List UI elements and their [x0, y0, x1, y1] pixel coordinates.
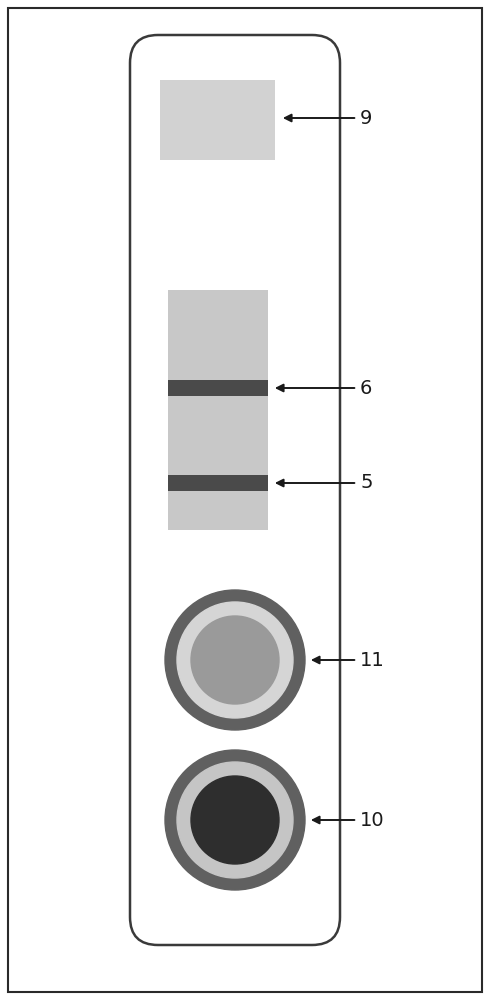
- Ellipse shape: [191, 776, 279, 864]
- Text: 11: 11: [313, 650, 385, 670]
- Bar: [160, 80, 275, 160]
- FancyBboxPatch shape: [130, 35, 340, 945]
- Ellipse shape: [165, 750, 305, 890]
- Text: 10: 10: [313, 810, 385, 830]
- Text: 9: 9: [285, 108, 372, 127]
- Ellipse shape: [191, 616, 279, 704]
- Bar: [168, 475, 268, 491]
- Text: 6: 6: [277, 378, 372, 397]
- Text: 5: 5: [277, 474, 372, 492]
- Ellipse shape: [177, 762, 293, 878]
- Bar: [168, 290, 268, 530]
- Ellipse shape: [177, 602, 293, 718]
- Bar: [168, 380, 268, 396]
- Ellipse shape: [165, 590, 305, 730]
